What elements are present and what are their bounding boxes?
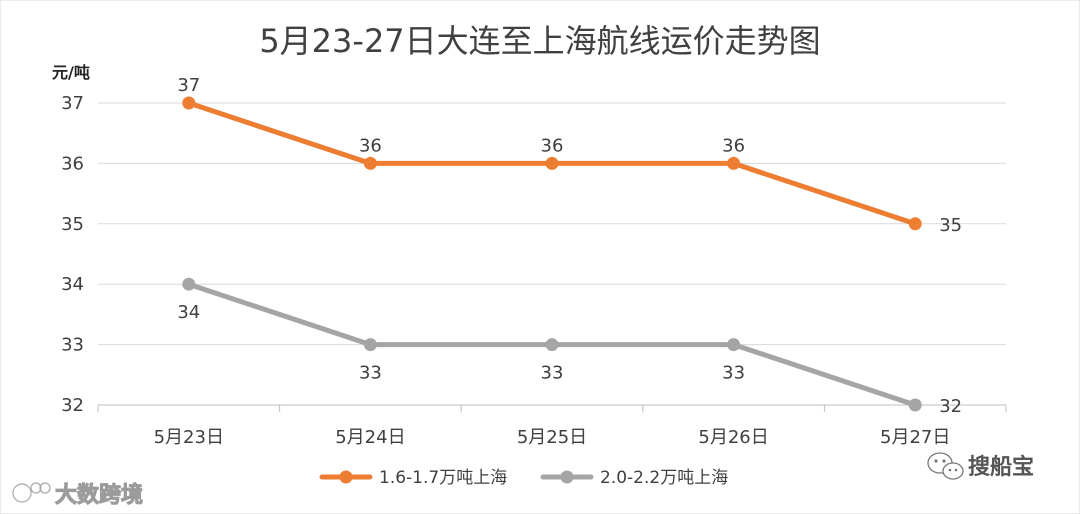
y-tick-label: 33 — [61, 335, 84, 356]
data-point — [727, 156, 741, 170]
chart-title: 5月23-27日大连至上海航线运价走势图 — [259, 22, 820, 60]
series-group: 37 36 36 36 35 34 33 33 33 32 — [177, 75, 962, 417]
y-axis-label: 元/吨 — [52, 63, 90, 82]
x-tick-labels: 5月23日 5月24日 5月25日 5月26日 5月27日 — [154, 427, 951, 448]
watermark-left: 大数跨境 — [11, 482, 144, 509]
x-tick-label: 5月25日 — [517, 427, 587, 448]
data-label: 36 — [541, 135, 564, 156]
y-tick-label: 34 — [61, 274, 84, 295]
x-tick-label: 5月27日 — [880, 427, 950, 448]
watermark-left-text: 大数跨境 — [55, 482, 143, 508]
data-label: 37 — [177, 75, 200, 96]
watermark-right: 搜船宝 — [927, 452, 1034, 480]
data-label: 33 — [722, 363, 745, 384]
x-tick-label: 5月26日 — [698, 427, 768, 448]
data-point — [363, 338, 377, 352]
y-tick-label: 32 — [61, 395, 84, 416]
legend-swatch-marker — [560, 470, 574, 484]
data-point — [908, 217, 922, 231]
data-point — [363, 156, 377, 170]
data-point — [182, 96, 196, 110]
data-label: 33 — [541, 363, 564, 384]
legend-swatch-marker — [339, 470, 353, 484]
data-point — [545, 338, 559, 352]
data-label: 35 — [939, 215, 962, 236]
y-tick-labels: 32 33 34 35 36 37 — [61, 93, 84, 416]
data-point — [727, 338, 741, 352]
series-1: 37 36 36 36 35 — [177, 75, 962, 236]
x-tick-label: 5月23日 — [154, 427, 224, 448]
legend: 1.6-1.7万吨上海 2.0-2.2万吨上海 — [319, 468, 728, 488]
y-tick-label: 36 — [61, 153, 84, 174]
wechat-logo-icon — [927, 452, 964, 480]
series-2: 34 33 33 33 32 — [177, 277, 962, 417]
legend-item-1: 1.6-1.7万吨上海 — [319, 468, 507, 488]
data-label: 36 — [722, 135, 745, 156]
legend-item-2: 2.0-2.2万吨上海 — [540, 468, 728, 488]
data-label: 32 — [939, 396, 962, 417]
legend-label: 2.0-2.2万吨上海 — [600, 468, 728, 488]
data-label: 36 — [359, 135, 382, 156]
data-label: 33 — [359, 363, 382, 384]
data-point — [182, 277, 196, 291]
watermark-right-text: 搜船宝 — [968, 454, 1034, 480]
data-point — [908, 398, 922, 412]
data-point — [545, 156, 559, 170]
x-axis — [97, 404, 1007, 412]
x-tick-label: 5月24日 — [335, 427, 405, 448]
legend-label: 1.6-1.7万吨上海 — [379, 468, 507, 488]
y-tick-label: 35 — [61, 214, 84, 235]
y-tick-label: 37 — [61, 93, 84, 114]
weibo-logo-icon — [11, 482, 51, 504]
data-label: 34 — [177, 302, 200, 323]
